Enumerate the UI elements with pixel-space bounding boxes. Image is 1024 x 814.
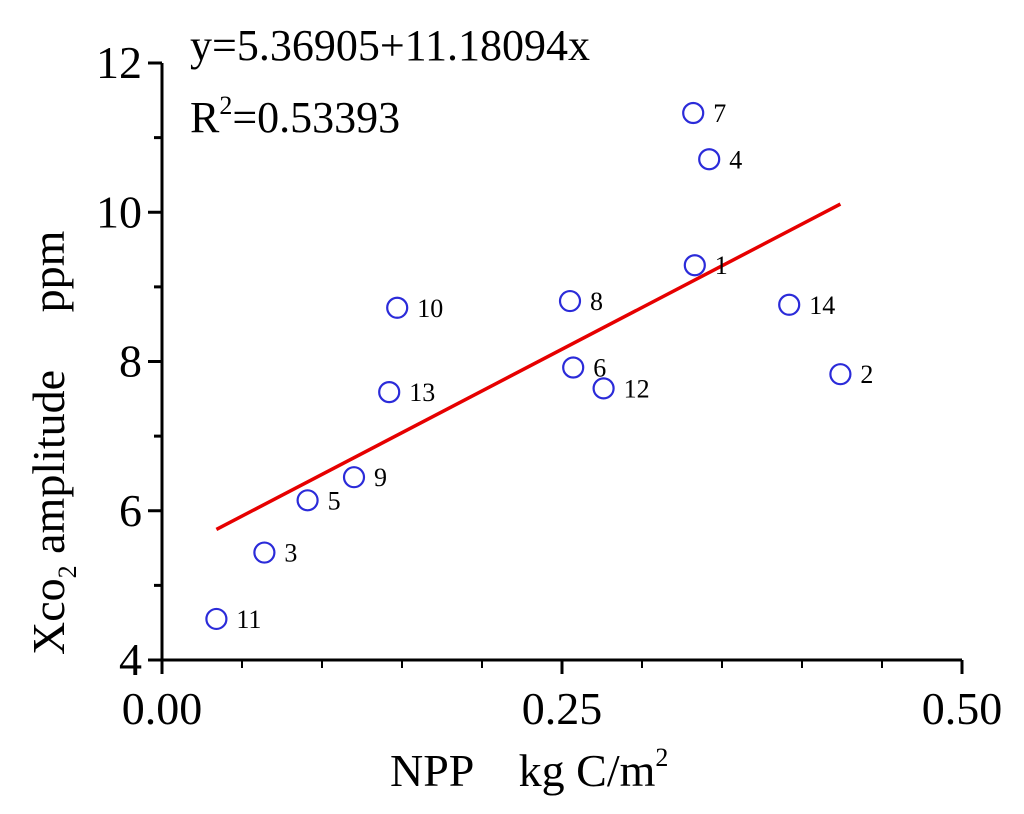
y-tick-label: 12 <box>96 37 142 88</box>
y-tick-label: 10 <box>96 186 142 237</box>
regression-line <box>215 202 842 532</box>
data-point <box>592 377 615 400</box>
regression-equation: y=5.36905+11.18094x <box>190 21 590 70</box>
x-tick-label: 0.25 <box>522 683 603 734</box>
data-point <box>778 293 801 316</box>
point-label: 8 <box>590 287 603 316</box>
point-label: 2 <box>860 360 873 389</box>
data-point <box>386 296 409 319</box>
y-axis-title: Xco2 amplitude ppm <box>23 230 82 655</box>
x-tick-label: 0.50 <box>922 683 1003 734</box>
point-label: 1 <box>715 251 728 280</box>
y-tick-label: 6 <box>119 485 142 536</box>
point-label: 10 <box>417 294 443 323</box>
x-tick-label: 0.00 <box>122 683 203 734</box>
point-label: 11 <box>236 605 261 634</box>
data-point <box>683 254 706 277</box>
data-point <box>296 489 319 512</box>
point-label: 4 <box>729 145 742 174</box>
point-label: 3 <box>284 539 297 568</box>
point-label: 9 <box>374 463 387 492</box>
point-label: 5 <box>328 486 341 515</box>
data-point <box>342 466 366 489</box>
r-squared-label: R2=0.53393 <box>190 91 400 142</box>
point-label: 7 <box>713 99 726 128</box>
point-label: 12 <box>624 374 650 403</box>
point-label: 6 <box>593 353 606 382</box>
data-point <box>205 607 228 631</box>
y-tick-label: 8 <box>119 336 142 387</box>
data-point <box>558 289 582 313</box>
data-point <box>682 101 705 125</box>
data-point <box>253 541 276 564</box>
data-point <box>378 380 401 404</box>
data-point <box>698 148 721 171</box>
y-tick-label: 4 <box>119 634 142 685</box>
data-point <box>562 356 585 379</box>
point-label: 13 <box>409 378 435 407</box>
point-label: 14 <box>809 291 835 320</box>
data-point <box>829 363 852 386</box>
x-axis-title: NPP kg C/m2 <box>390 743 668 796</box>
regression-fit-group <box>215 202 842 532</box>
